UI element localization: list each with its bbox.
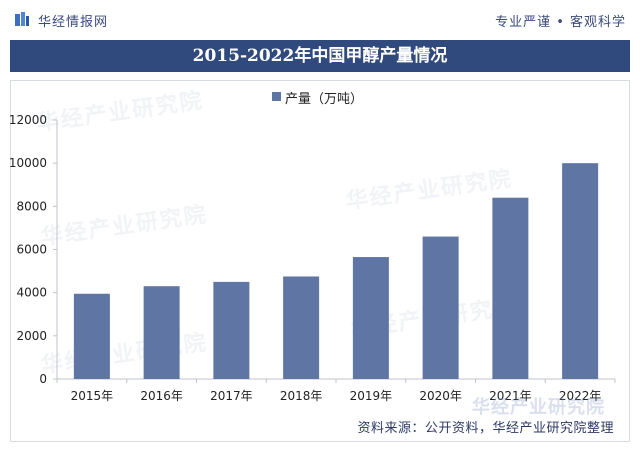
legend-swatch [272,92,281,101]
title-bar: 2015-2022年中国甲醇产量情况 [10,40,630,72]
x-tick-label: 2022年 [559,389,602,403]
y-tick-label: 10000 [9,156,47,170]
y-tick-label: 0 [39,372,47,386]
bar [562,163,599,379]
x-tick-label: 2020年 [419,389,462,403]
bar [143,286,180,379]
chart-title: 2015-2022年中国甲醇产量情况 [192,46,448,66]
y-tick-label: 2000 [16,329,47,343]
brand-tagline: 专业严谨 • 客观科学 [495,15,626,30]
x-tick-label: 2016年 [140,389,183,403]
x-tick-label: 2015年 [71,389,114,403]
y-tick-label: 4000 [16,286,47,300]
x-tick-label: 2021年 [489,389,532,403]
legend-label: 产量（万吨） [285,92,364,107]
header: 华经情报网 专业严谨 • 客观科学 [0,0,640,36]
brand-logo-icon [15,12,29,26]
x-tick-label: 2018年 [280,389,323,403]
brand-name: 华经情报网 [38,15,109,30]
x-tick-label: 2017年 [210,389,253,403]
bar [213,281,250,379]
y-tick-label: 8000 [16,199,47,213]
x-tick-label: 2019年 [350,389,393,403]
bar [422,236,459,379]
bar [352,257,389,379]
y-tick-label: 6000 [16,243,47,257]
bar [73,293,110,379]
bar [283,276,320,379]
watermark: 华经产业研究院 [472,397,605,418]
bar [492,197,529,379]
y-tick-label: 12000 [9,113,47,127]
source-note: 资料来源：公开资料，华经产业研究院整理 [357,421,614,436]
